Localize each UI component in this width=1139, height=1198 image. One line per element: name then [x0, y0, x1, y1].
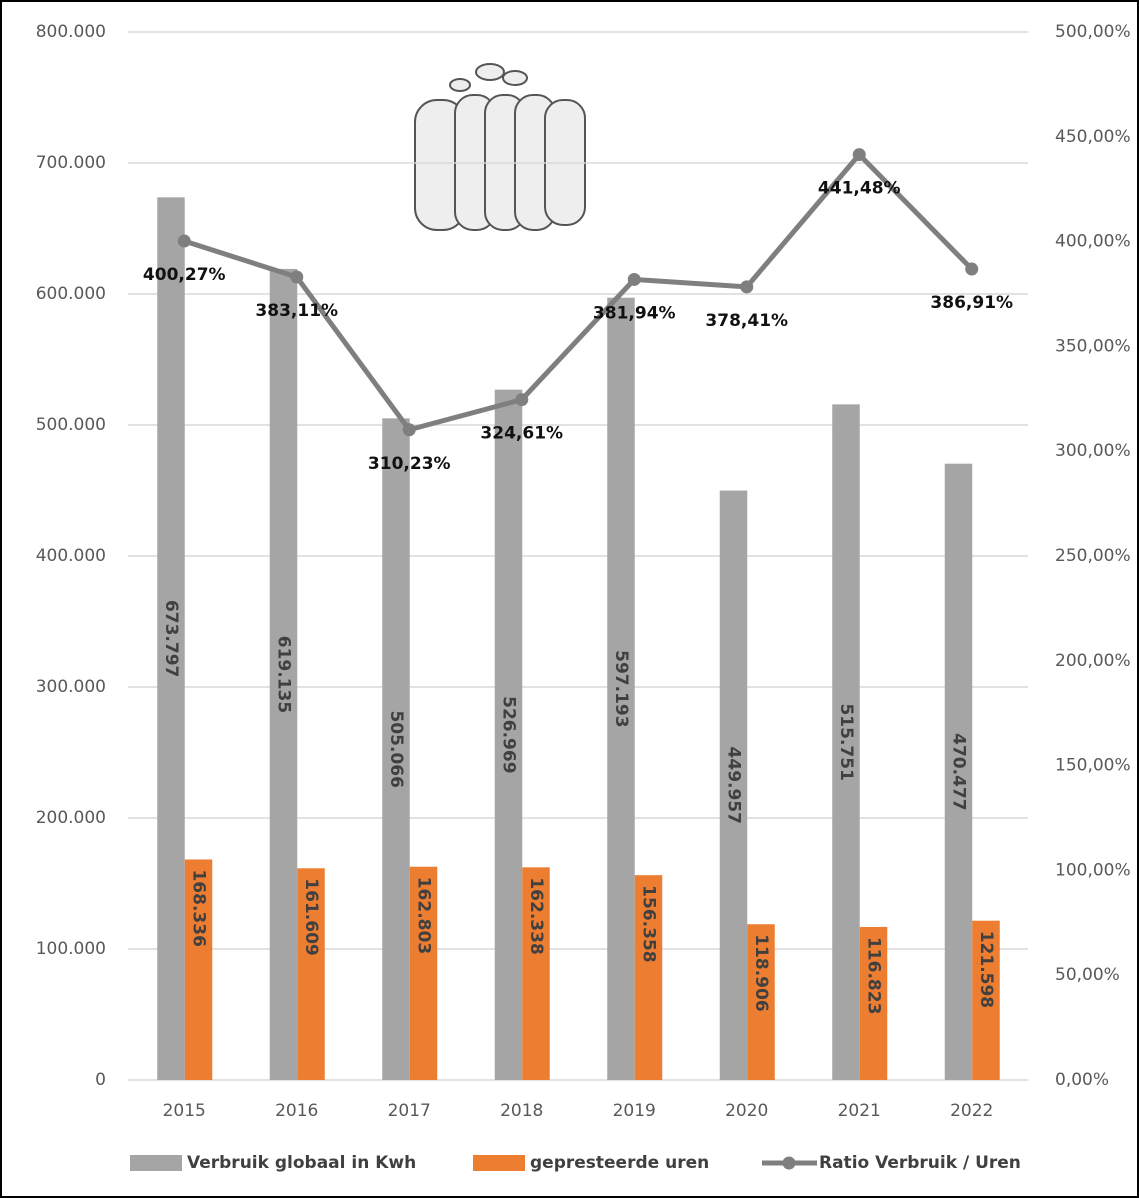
- bar-value-label: 156.358: [639, 885, 659, 962]
- bar: [832, 404, 860, 1080]
- line: [183, 152, 974, 433]
- bar-value-label: 118.906: [751, 934, 771, 1011]
- legend-label: Verbruik globaal in Kwh: [187, 1153, 416, 1173]
- y-tick-label: 700.000: [36, 153, 106, 173]
- bar: [522, 867, 550, 1080]
- y-tick-label: 400.000: [36, 546, 106, 566]
- y2-tick-label: 500,00%: [1055, 22, 1131, 42]
- line-value-label: 386,91%: [930, 293, 1013, 313]
- bar: [157, 197, 185, 1080]
- bar-value-label: 121.598: [976, 931, 996, 1008]
- x-tick-label: 2021: [838, 1101, 881, 1121]
- line-point: [740, 280, 754, 294]
- bar: [409, 866, 438, 1080]
- bar-value-label: 515.751: [836, 703, 856, 780]
- legend-label: gepresteerde uren: [530, 1153, 709, 1173]
- line-value-label: 378,41%: [705, 311, 788, 331]
- line-point: [965, 262, 979, 276]
- bar: [494, 389, 523, 1080]
- line-point: [515, 393, 529, 407]
- bar-value-label: 505.066: [386, 710, 406, 787]
- x-tick-label: 2015: [163, 1101, 206, 1121]
- x-tick-label: 2018: [500, 1101, 543, 1121]
- y2-tick-label: 300,00%: [1055, 441, 1131, 461]
- y2-tick-label: 50,00%: [1055, 965, 1120, 985]
- bar-value-label: 673.797: [161, 600, 181, 677]
- bar: [747, 924, 775, 1080]
- bar: [607, 297, 635, 1080]
- line-value-label: 310,23%: [368, 454, 451, 474]
- y2-tick-label: 0,00%: [1055, 1070, 1109, 1090]
- line-value-label: 400,27%: [143, 265, 226, 285]
- y-tick-label: 0: [95, 1070, 106, 1090]
- bar-value-label: 619.135: [274, 636, 294, 713]
- bar-value-label: 470.477: [949, 733, 969, 810]
- line-point: [627, 272, 641, 286]
- x-tick-label: 2020: [725, 1101, 768, 1121]
- line-point: [177, 234, 191, 248]
- bar: [859, 926, 888, 1080]
- legend-swatch: [473, 1155, 525, 1171]
- bar: [719, 490, 748, 1080]
- y-tick-label: 500.000: [36, 415, 106, 435]
- bar-value-label: 161.609: [301, 878, 321, 955]
- line-point: [852, 148, 866, 162]
- bar: [944, 463, 973, 1080]
- y2-tick-label: 200,00%: [1055, 651, 1131, 671]
- legend-swatch: [782, 1156, 796, 1170]
- y-tick-label: 200.000: [36, 808, 106, 828]
- x-tick-label: 2022: [950, 1101, 993, 1121]
- y2-tick-label: 100,00%: [1055, 860, 1131, 880]
- bar: [269, 268, 298, 1081]
- y-tick-label: 300.000: [36, 677, 106, 697]
- legend-swatch: [130, 1155, 182, 1171]
- bar: [297, 868, 325, 1080]
- line-value-label: 324,61%: [480, 424, 563, 444]
- bar: [972, 920, 1000, 1080]
- line-value-label: 381,94%: [593, 303, 676, 323]
- y2-tick-label: 450,00%: [1055, 127, 1131, 147]
- x-tick-label: 2019: [613, 1101, 656, 1121]
- y2-tick-label: 150,00%: [1055, 756, 1131, 776]
- bar-value-label: 526.969: [499, 696, 519, 773]
- bar-value-label: 597.193: [611, 650, 631, 727]
- bar-value-label: 116.823: [864, 937, 884, 1014]
- y-tick-label: 100.000: [36, 939, 106, 959]
- line-point: [290, 270, 304, 284]
- y-tick-label: 800.000: [36, 22, 106, 42]
- bar-value-label: 162.338: [526, 877, 546, 954]
- bar-value-label: 449.957: [724, 747, 744, 824]
- y2-tick-label: 350,00%: [1055, 336, 1131, 356]
- bar: [634, 875, 663, 1080]
- bar-value-label: 168.336: [189, 869, 209, 946]
- y2-tick-label: 400,00%: [1055, 232, 1131, 252]
- line-point: [402, 423, 416, 437]
- legend-label: Ratio Verbruik / Uren: [819, 1153, 1021, 1173]
- line-value-label: 441,48%: [818, 179, 901, 199]
- x-tick-label: 2017: [388, 1101, 431, 1121]
- line-value-label: 383,11%: [255, 301, 338, 321]
- bar-value-label: 162.803: [414, 877, 434, 954]
- y2-tick-label: 250,00%: [1055, 546, 1131, 566]
- bar: [382, 418, 410, 1080]
- x-tick-label: 2016: [275, 1101, 318, 1121]
- bar: [184, 859, 213, 1080]
- y-tick-label: 600.000: [36, 284, 106, 304]
